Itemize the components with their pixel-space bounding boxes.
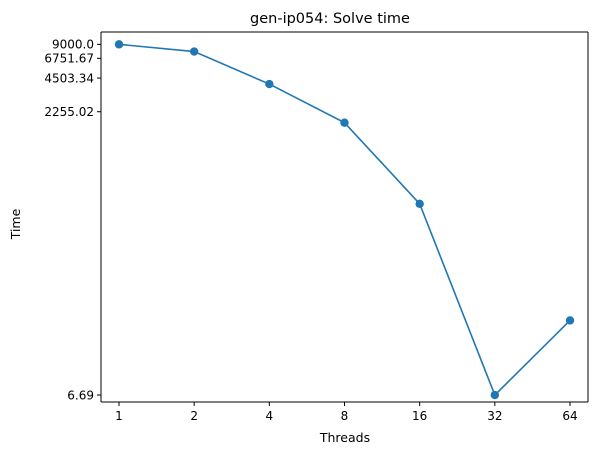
- y-tick-label: 4503.34: [44, 71, 94, 85]
- data-point: [340, 118, 349, 127]
- data-point: [565, 316, 575, 325]
- x-tick-label: 4: [266, 409, 274, 423]
- x-tick-label: 64: [562, 409, 577, 423]
- x-tick-label: 32: [487, 409, 502, 423]
- data-point: [114, 40, 124, 49]
- y-axis-label: Time: [8, 208, 23, 240]
- data-point: [265, 79, 274, 89]
- data-point: [490, 390, 500, 400]
- x-tick-label: 8: [341, 409, 349, 423]
- y-tick-label: 6751.67: [44, 52, 94, 66]
- x-axis-label: Threads: [319, 430, 370, 445]
- data-point: [415, 199, 424, 209]
- x-tick-label: 16: [412, 409, 427, 423]
- x-tick-label: 2: [190, 409, 198, 423]
- y-tick-label: 9000.0: [52, 38, 94, 52]
- y-tick-label: 2255.02: [44, 105, 94, 119]
- x-tick-label: 1: [115, 409, 123, 423]
- chart-title: gen-ip054: Solve time: [250, 11, 410, 27]
- data-point: [189, 47, 199, 56]
- y-tick-label: 6.69: [67, 388, 94, 402]
